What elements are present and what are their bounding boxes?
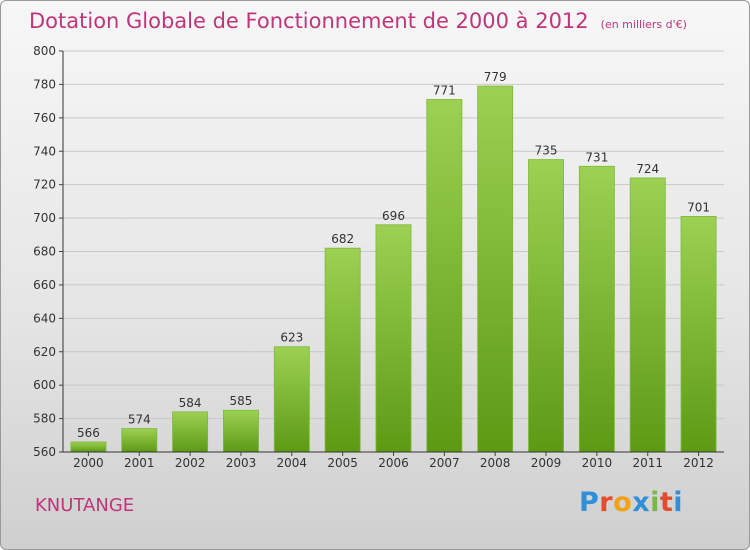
data-label: 731 — [585, 150, 608, 164]
x-tick-label: 2008 — [480, 456, 511, 470]
y-tick-label: 680 — [33, 245, 56, 259]
data-label: 574 — [128, 413, 151, 427]
data-label: 724 — [636, 162, 659, 176]
x-tick-label: 2005 — [327, 456, 358, 470]
logo-letter: r — [599, 487, 614, 518]
logo-letter: i — [673, 487, 684, 518]
y-tick-label: 600 — [33, 378, 56, 392]
bar-2008 — [477, 85, 514, 453]
x-tick-label: 2004 — [277, 456, 308, 470]
data-label: 585 — [230, 394, 253, 408]
y-tick-label: 640 — [33, 311, 56, 325]
x-tick-label: 2003 — [226, 456, 257, 470]
x-tick-label: 2011 — [632, 456, 663, 470]
bar-2009 — [528, 159, 564, 453]
bars — [70, 85, 717, 453]
y-tick-label: 720 — [33, 178, 56, 192]
bar-2000 — [70, 441, 107, 453]
data-label: 771 — [433, 83, 456, 97]
bar-2012 — [680, 216, 717, 453]
x-tick-label: 2009 — [531, 456, 562, 470]
logo-letter: o — [613, 487, 633, 518]
y-tick-label: 660 — [33, 278, 56, 292]
logo-letter: P — [579, 487, 600, 518]
y-tick-label: 800 — [33, 44, 56, 58]
data-label: 735 — [535, 144, 558, 158]
data-label: 682 — [331, 232, 354, 246]
chart-subtitle: (en milliers d'€) — [600, 18, 687, 31]
bar-2004 — [273, 346, 310, 453]
data-label: 696 — [382, 209, 405, 223]
logo-letter: t — [659, 487, 674, 518]
data-label: 584 — [179, 396, 202, 410]
data-label: 623 — [280, 331, 303, 345]
y-tick-label: 700 — [33, 211, 56, 225]
bar-2006 — [375, 224, 412, 453]
data-label: 779 — [484, 70, 507, 84]
proxiti-logo: Proxiti — [579, 487, 683, 518]
y-tick-label: 760 — [33, 111, 56, 125]
data-label: 701 — [687, 200, 710, 214]
data-label: 566 — [77, 426, 100, 440]
x-tick-label: 2007 — [429, 456, 460, 470]
chart-title-text: Dotation Globale de Fonctionnement de 20… — [29, 9, 589, 33]
logo-letter: x — [632, 487, 651, 518]
bar-2011 — [629, 177, 666, 453]
x-tick-label: 2006 — [378, 456, 409, 470]
bar-2003 — [223, 409, 259, 453]
y-tick-label: 740 — [33, 144, 56, 158]
y-tick-label: 780 — [33, 77, 56, 91]
y-tick-label: 580 — [33, 412, 56, 426]
logo-letter: i — [650, 487, 660, 518]
bar-2010 — [578, 165, 615, 453]
axes: 560 580 600 620 640 660 680 700 720 740 760 780 800 — [33, 44, 724, 459]
chart-title: Dotation Globale de Fonctionnement de 20… — [29, 9, 687, 33]
x-tick-label: 2000 — [73, 456, 104, 470]
y-tick-label: 620 — [33, 345, 56, 359]
bar-2002 — [172, 411, 209, 453]
x-tick-label: 2001 — [124, 456, 155, 470]
x-tick-label: 2002 — [175, 456, 206, 470]
y-tick-label: 560 — [33, 445, 56, 459]
commune-name: KNUTANGE — [35, 495, 135, 516]
bar-2001 — [121, 428, 158, 453]
bar-2005 — [324, 247, 361, 453]
labels: 566 2000 574 2001 584 2002 585 2003 623 2004 682 20… — [73, 70, 714, 470]
x-tick-label: 2010 — [582, 456, 613, 470]
x-tick-label: 2012 — [683, 456, 714, 470]
bar-2007 — [426, 99, 463, 453]
